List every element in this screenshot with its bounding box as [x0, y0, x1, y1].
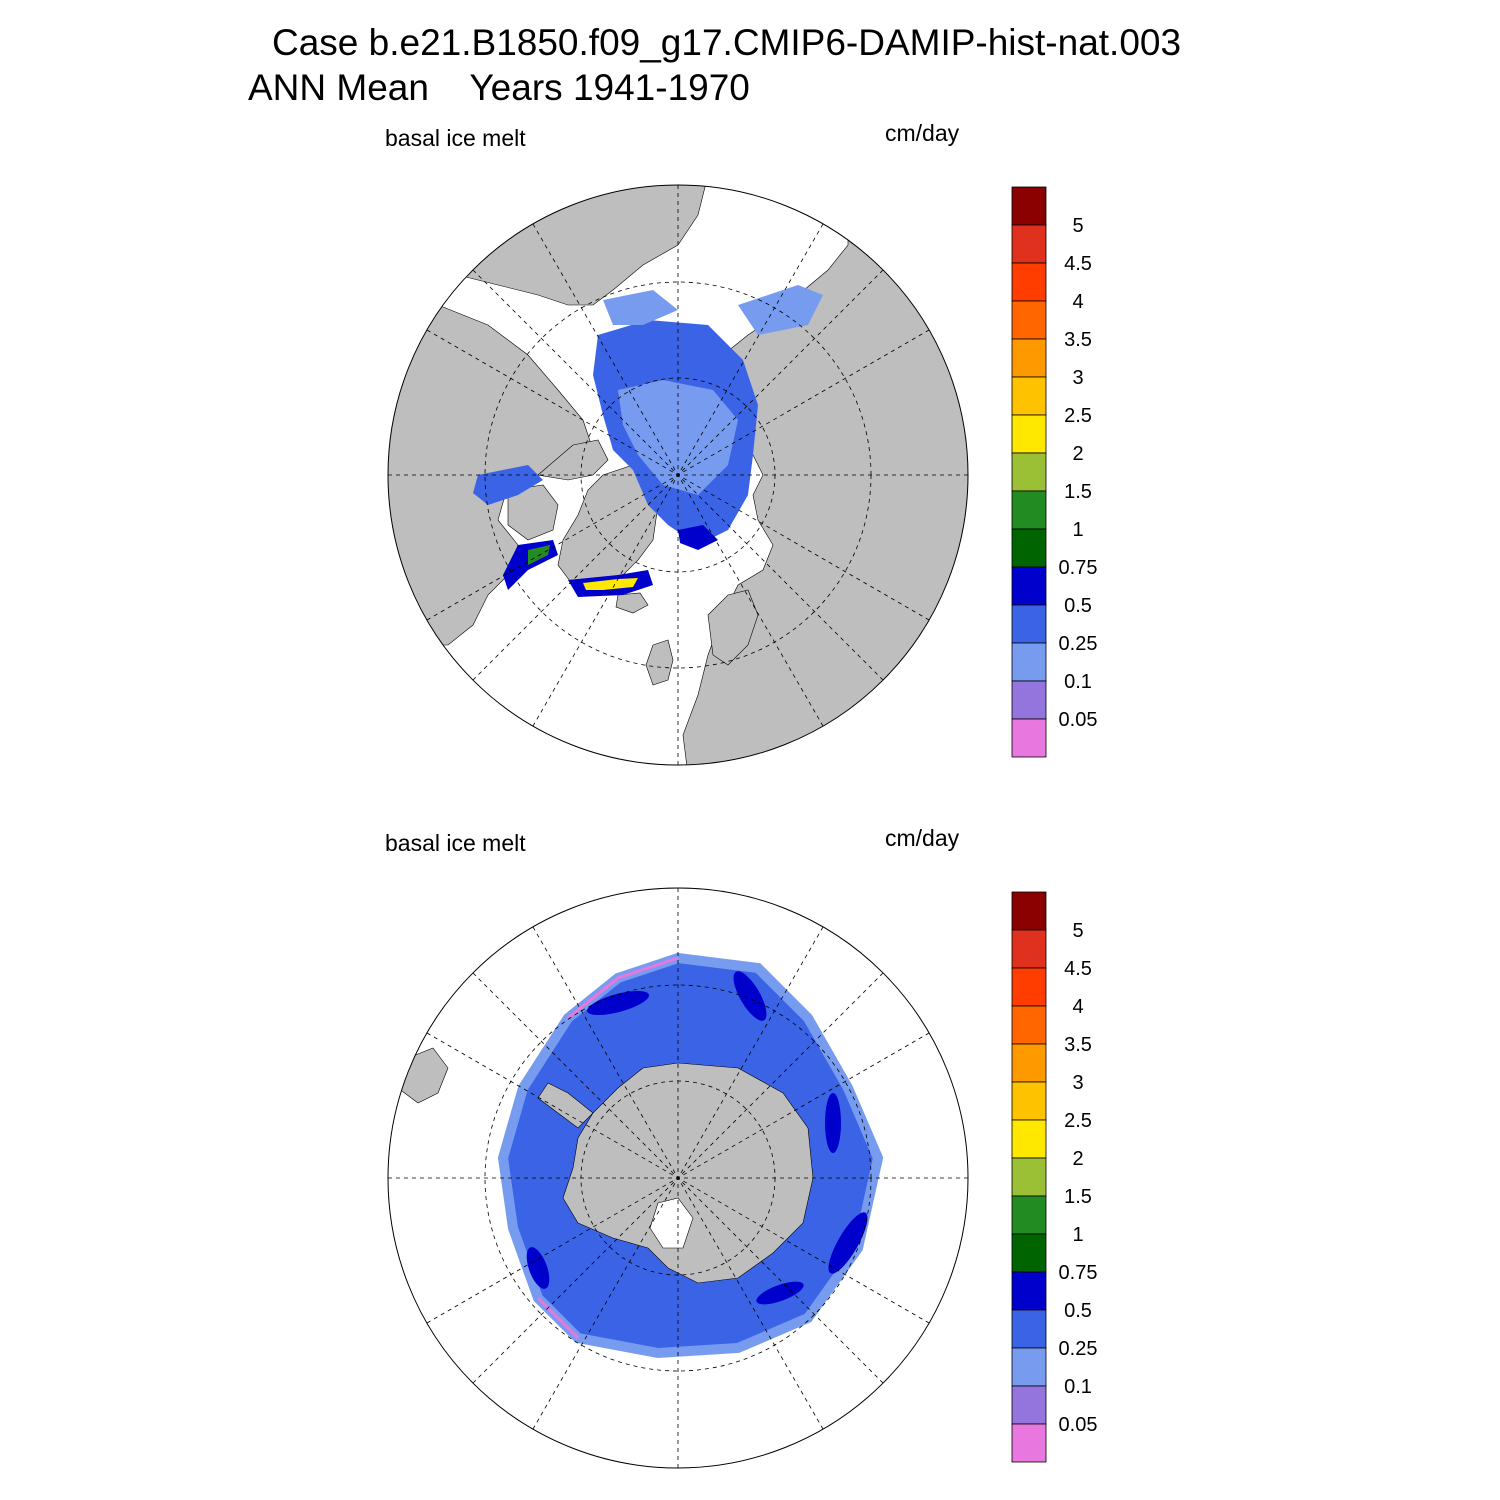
south-graticule: [388, 888, 968, 1468]
colorbar-tick-label: 2.5: [1064, 1110, 1092, 1132]
colorbar-swatch: [1011, 891, 1047, 931]
colorbar-swatch: [1011, 452, 1047, 492]
north-graticule: [388, 185, 968, 765]
colorbar-tick-label: 3.5: [1064, 329, 1092, 351]
colorbar-tick-label: 2.5: [1064, 405, 1092, 427]
colorbar-tick-label: 3: [1072, 1072, 1083, 1094]
colorbar-tick-label: 0.75: [1059, 1262, 1098, 1284]
colorbar-tick-label: 0.5: [1064, 1300, 1092, 1322]
colorbar-swatch: [1011, 680, 1047, 720]
colorbar-swatch: [1011, 528, 1047, 568]
colorbar-swatch: [1011, 1081, 1047, 1121]
colorbar-swatch: [1011, 1005, 1047, 1045]
antarctic-peninsula-land: [537, 1082, 594, 1129]
colorbar-swatch: [1011, 1119, 1047, 1159]
bering-melt-0.1: [603, 290, 678, 325]
baffin-island: [507, 484, 559, 541]
colorbar-swatch: [1011, 490, 1047, 530]
iceland-land: [615, 592, 649, 614]
colorbar-swatch: [1011, 300, 1047, 340]
colorbar-swatch: [1011, 967, 1047, 1007]
colorbar-tick-label: 5: [1072, 920, 1083, 942]
colorbar-tick-label: 3.5: [1064, 1034, 1092, 1056]
colorbar-swatch: [1011, 186, 1047, 226]
south-map-border: [387, 887, 969, 1469]
ross-ice-shelf: [649, 1197, 694, 1249]
arctic-melt-0.1: [618, 380, 738, 495]
colorbar-tick-label: 1: [1072, 519, 1083, 541]
colorbar-tick-label: 0.1: [1064, 1376, 1092, 1398]
colorbar-tick-label: 2: [1072, 443, 1083, 465]
figure-title-case: Case b.e21.B1850.f09_g17.CMIP6-DAMIP-his…: [272, 22, 1182, 63]
colorbar-swatch: [1011, 1309, 1047, 1349]
colorbar-swatch: [1011, 718, 1047, 758]
panel-south-variable-label: basal ice melt: [385, 830, 526, 856]
colorbar-tick-label: 1: [1072, 1224, 1083, 1246]
colorbar-swatch: [1011, 1233, 1047, 1273]
south-polar-map: [387, 887, 969, 1469]
southern-melt-0.5-patch: [756, 1281, 804, 1305]
southern-melt-0.5-patch: [825, 1093, 841, 1153]
panel-south-units-label: cm/day: [885, 825, 960, 851]
colorbar-tick-label: 2: [1072, 1148, 1083, 1170]
colorbar-swatch: [1011, 1157, 1047, 1197]
colorbar-swatch: [1011, 224, 1047, 264]
southern-melt-0.5-patch: [526, 1247, 550, 1289]
colorbar-swatch: [1011, 929, 1047, 969]
colorbar-swatch: [1011, 1385, 1047, 1425]
colorbar-tick-label: 0.05: [1059, 1414, 1098, 1436]
colorbar-tick-label: 4: [1072, 291, 1083, 313]
panel-north-units-label: cm/day: [885, 120, 960, 146]
panel-north-variable-label: basal ice melt: [385, 125, 526, 151]
colorbar-swatch: [1011, 376, 1047, 416]
colorbar-tick-label: 0.25: [1059, 1338, 1098, 1360]
svalbard-melt-0.5: [678, 525, 718, 550]
british-isles-land: [645, 639, 674, 686]
okhotsk-melt-0.1: [738, 285, 823, 335]
colorbar-swatch: [1011, 1271, 1047, 1311]
colorbar-swatch: [1011, 1347, 1047, 1387]
southern-melt-0.05-edge: [536, 956, 679, 1340]
colorbar-swatch: [1011, 604, 1047, 644]
colorbar-tick-label: 0.05: [1059, 709, 1098, 731]
north-colorbar: 5 4.5 4 3.5 3 2.5 2 1.5 1 0.75 0.5 0.25 0.1 0.05: [1011, 186, 1098, 758]
southern-melt-0.5-patch: [733, 971, 767, 1021]
scandinavia-land: [707, 589, 759, 666]
south-colorbar: 5 4.5 4 3.5 3 2.5 2 1.5 1 0.75 0.5 0.25 0.1 0.05: [1011, 891, 1098, 1463]
southern-melt-0.5-patch: [587, 990, 649, 1016]
colorbar-swatch: [1011, 566, 1047, 606]
north-polar-map: [387, 184, 969, 766]
colorbar-swatch: [1011, 338, 1047, 378]
colorbar-tick-label: 1.5: [1064, 1186, 1092, 1208]
arctic-archipelago: [537, 439, 609, 481]
colorbar-tick-label: 4.5: [1064, 253, 1092, 275]
greenland-sea-melt-2: [583, 578, 638, 590]
southern-melt-0.5-patch: [828, 1212, 868, 1274]
colorbar-tick-label: 0.5: [1064, 595, 1092, 617]
colorbar-tick-label: 3: [1072, 367, 1083, 389]
colorbar-swatch: [1011, 642, 1047, 682]
colorbar-swatch: [1011, 1043, 1047, 1083]
colorbar-swatch: [1011, 1195, 1047, 1235]
colorbar-swatch: [1011, 262, 1047, 302]
colorbar-tick-label: 0.25: [1059, 633, 1098, 655]
colorbar-tick-label: 4: [1072, 996, 1083, 1018]
north-map-border: [387, 184, 969, 766]
colorbar-tick-label: 0.1: [1064, 671, 1092, 693]
colorbar-tick-label: 0.75: [1059, 557, 1098, 579]
colorbar-swatch: [1011, 414, 1047, 454]
colorbar-tick-label: 1.5: [1064, 481, 1092, 503]
colorbar-tick-label: 5: [1072, 215, 1083, 237]
colorbar-tick-label: 4.5: [1064, 958, 1092, 980]
antarctica-land: [562, 1062, 814, 1284]
colorbar-swatch: [1011, 1423, 1047, 1463]
figure-title-period: ANN Mean Years 1941-1970: [248, 67, 750, 108]
